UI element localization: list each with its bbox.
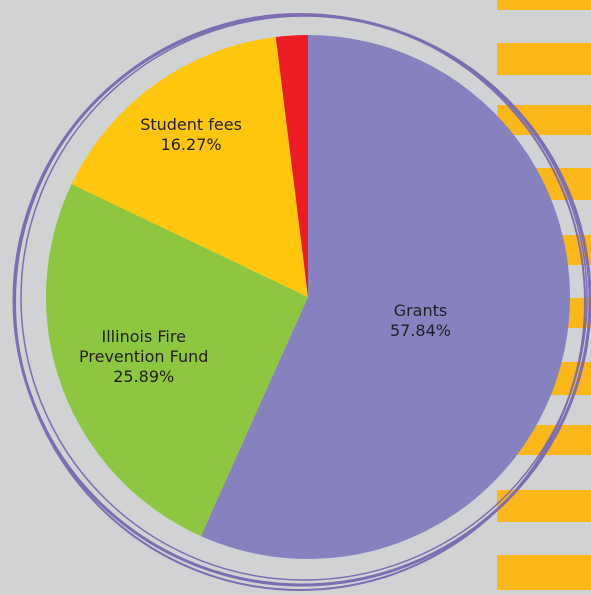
slice-value: 16.27% <box>160 134 222 154</box>
slice-name: Illinois Fire Prevention Fund <box>79 327 209 367</box>
pie-slice <box>71 36 308 297</box>
pie-slice <box>45 184 308 537</box>
pie-slice <box>200 35 571 559</box>
slice-value: 57.84% <box>389 321 451 341</box>
decor-ring <box>12 13 591 591</box>
slice-label: Grants 57.84% <box>350 301 490 341</box>
slice-name: Grants <box>393 301 448 321</box>
pie-slice <box>275 35 308 297</box>
slice-label: Student fees 16.27% <box>121 115 261 155</box>
slice-value: 25.89% <box>113 367 175 387</box>
slice-label: Illinois Fire Prevention Fund 25.89% <box>59 327 229 387</box>
slice-name: Student fees <box>140 114 242 134</box>
